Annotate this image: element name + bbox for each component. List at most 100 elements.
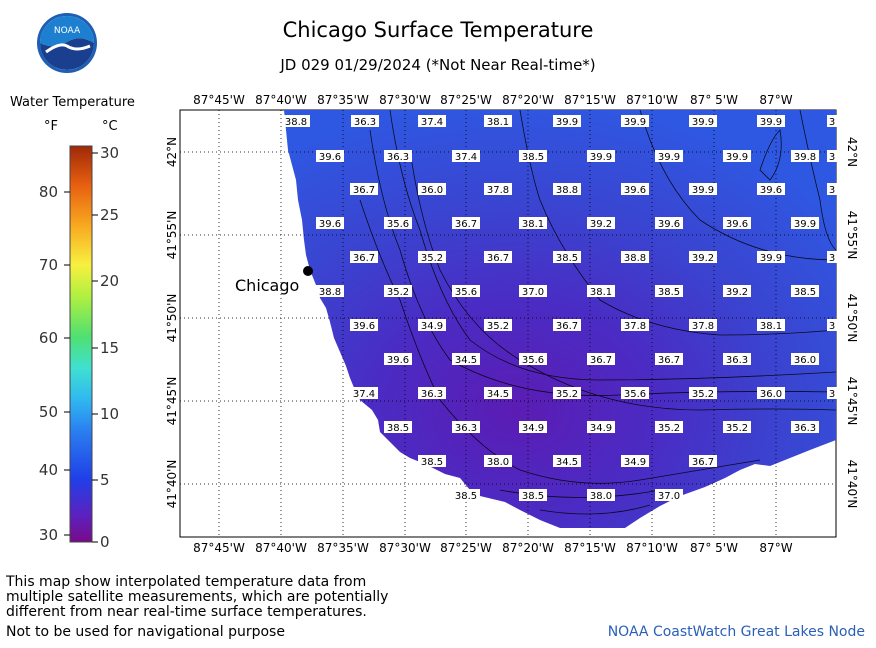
temperature-value: 39.9 [658, 152, 680, 163]
temperature-value: 39.2 [590, 219, 612, 230]
temperature-value: 35.2 [726, 423, 748, 434]
temperature-value: 39.9 [760, 117, 782, 128]
longitude-label-top: 87°25'W [440, 93, 492, 107]
latitude-labels: 42°N 42°N 41°55'N 41°55'N 41°50'N 41°50'N 41°4… [165, 137, 859, 509]
temperature-label-box [587, 285, 615, 297]
longitude-label-top: 87°15'W [564, 93, 616, 107]
temperature-label-box [282, 115, 310, 127]
temperature-label-box [621, 183, 649, 195]
temperature-label-box [655, 353, 683, 365]
temperature-value: 38.8 [319, 287, 341, 298]
temperature-label-box [484, 115, 512, 127]
longitude-label-bottom: 87°45'W [193, 541, 245, 555]
temperature-label-box [384, 285, 412, 297]
longitude-label-bottom: 87°W [759, 541, 792, 555]
temperature-label-box [452, 353, 480, 365]
temperature-value: 38.8 [285, 117, 307, 128]
temperature-label-box [418, 183, 446, 195]
temperature-label-box [519, 421, 547, 433]
temperature-value: 35.6 [522, 355, 544, 366]
temperature-label-box [553, 455, 581, 467]
temperature-value: 39.6 [319, 219, 341, 230]
temperature-value: 36.3 [421, 389, 443, 400]
temperature-value: 35.2 [556, 389, 578, 400]
temperature-label-box [553, 319, 581, 331]
temperature-label-box [587, 421, 615, 433]
longitude-label-bottom: 87°35'W [317, 541, 369, 555]
temperature-label-box [757, 115, 785, 127]
legend-color-scale: 30 40 50 60 70 80 0 5 10 15 20 25 30 [39, 144, 119, 551]
temperature-value: 37.8 [624, 321, 646, 332]
temperature-label-box [655, 421, 683, 433]
temperature-value: 3 [829, 321, 835, 332]
temperature-value: 38.0 [487, 457, 509, 468]
noaa-logo: NOAA [37, 13, 97, 73]
temperature-value: 36.3 [455, 423, 477, 434]
temperature-value: 39.6 [353, 321, 375, 332]
longitude-label-bottom: 87°40'W [255, 541, 307, 555]
temperature-value: 3 [829, 185, 835, 196]
temperature-value: 37.0 [522, 287, 544, 298]
temperature-value: 39.9 [692, 117, 714, 128]
map-subtitle: JD 029 01/29/2024 (*Not Near Real-time*) [280, 56, 596, 74]
legend-c-tick: 5 [100, 471, 110, 489]
temperature-value: 39.9 [760, 253, 782, 264]
temperature-label-box [519, 217, 547, 229]
legend-f-tick: 60 [39, 329, 58, 347]
legend-c-tick: 0 [100, 533, 110, 551]
temperature-value: 35.6 [624, 389, 646, 400]
temperature-label-box [484, 387, 512, 399]
temperature-label-box [384, 217, 412, 229]
temperature-value-labels: 38.8 36.3 37.4 38.1 39.9 39.9 39.9 39.9 3 39.6 36.… [282, 115, 837, 502]
temperature-value: 38.5 [794, 287, 816, 298]
temperature-label-box [757, 183, 785, 195]
temperature-label-box [689, 183, 717, 195]
temperature-value: 39.9 [726, 152, 748, 163]
temperature-value: 36.0 [794, 355, 816, 366]
temperature-value: 36.3 [794, 423, 816, 434]
temperature-label-box [621, 455, 649, 467]
longitude-labels: 87°45'W 87°45'W 87°40'W 87°40'W 87°35'W 87°35… [193, 93, 793, 555]
temperature-label-box [384, 421, 412, 433]
longitude-label-bottom: 87°25'W [440, 541, 492, 555]
temperature-label-box [418, 455, 446, 467]
legend-f-tick: 40 [39, 461, 58, 479]
temperature-label-box [519, 489, 547, 501]
temperature-label-box [723, 150, 751, 162]
temperature-label-box [350, 183, 378, 195]
temperature-value: 39.6 [760, 185, 782, 196]
temperature-label-box [621, 319, 649, 331]
footer-note-line-3: different from near real-time surface te… [6, 604, 367, 620]
temperature-label-box [689, 319, 717, 331]
temperature-value: 38.5 [556, 253, 578, 264]
temperature-label-box [827, 115, 837, 127]
latitude-label-right: 41°40'N [845, 460, 859, 509]
temperature-value: 39.9 [590, 152, 612, 163]
temperature-label-box [655, 150, 683, 162]
temperature-value: 34.9 [421, 321, 443, 332]
temperature-label-box [351, 115, 379, 127]
temperature-map: 38.8 36.3 37.4 38.1 39.9 39.9 39.9 39.9 3 39.6 36.… [165, 93, 859, 555]
temperature-value: 39.6 [658, 219, 680, 230]
temperature-label-box [621, 387, 649, 399]
legend-c-tick: 20 [100, 272, 119, 290]
temperature-label-box [655, 217, 683, 229]
latitude-label-left: 42°N [165, 137, 179, 167]
temperature-value: 38.8 [556, 185, 578, 196]
temperature-value: 37.4 [421, 117, 443, 128]
footer-note-line-1: This map show interpolated temperature d… [6, 574, 367, 590]
temperature-value: 38.1 [522, 219, 544, 230]
temperature-label-box [418, 387, 446, 399]
temperature-label-box [484, 319, 512, 331]
temperature-value: 36.3 [387, 152, 409, 163]
temperature-value: 35.2 [487, 321, 509, 332]
temperature-value: 39.8 [794, 152, 816, 163]
temperature-value: 36.0 [421, 185, 443, 196]
temperature-value: 38.1 [487, 117, 509, 128]
temperature-value: 38.5 [522, 152, 544, 163]
latitude-label-left: 41°40'N [165, 460, 179, 509]
temperature-label-box [553, 251, 581, 263]
longitude-label-bottom: 87°15'W [564, 541, 616, 555]
temperature-value: 35.2 [658, 423, 680, 434]
temperature-value: 38.8 [624, 253, 646, 264]
